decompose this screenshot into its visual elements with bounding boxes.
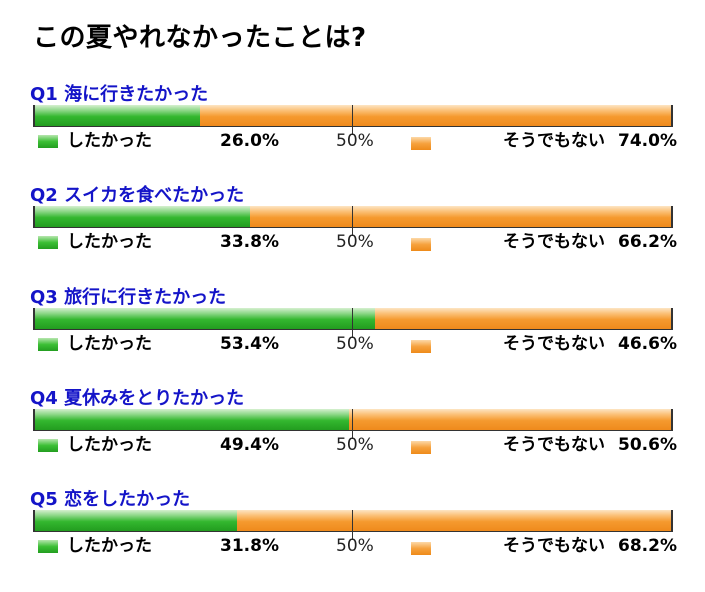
page-title: この夏やれなかったことは?	[33, 23, 367, 53]
legend-label-no: そうでもない	[503, 232, 605, 252]
stacked-bar	[33, 308, 673, 330]
midpoint-tick	[352, 510, 353, 540]
legend-label-yes: したかった	[67, 131, 152, 151]
midpoint-label: 50%	[336, 131, 374, 151]
stacked-bar	[33, 409, 673, 431]
legend-swatch-no	[411, 340, 431, 353]
bar-segment-yes	[35, 206, 250, 227]
stacked-bar	[33, 510, 673, 532]
value-label-yes: 49.4%	[220, 435, 279, 455]
legend-swatch-yes	[38, 135, 58, 148]
value-label-yes: 31.8%	[220, 536, 279, 556]
question-block: Q2 スイカを食べたかったしたかった 33.8% 50% そうでもない 66.2%	[0, 181, 705, 282]
bar-segment-yes	[35, 510, 237, 531]
midpoint-tick	[352, 308, 353, 338]
midpoint-tick	[352, 206, 353, 236]
legend-label-yes: したかった	[67, 435, 152, 455]
midpoint-label: 50%	[336, 435, 374, 455]
question-title: Q4 夏休みをとりたかった	[30, 388, 245, 409]
bar-segment-yes	[35, 308, 375, 329]
question-title: Q5 恋をしたかった	[30, 489, 191, 510]
bar-segment-no	[349, 409, 671, 430]
value-label-yes: 53.4%	[220, 334, 279, 354]
bar-segment-yes	[35, 409, 349, 430]
value-label-no: 66.2%	[618, 232, 677, 252]
question-block: Q3 旅行に行きたかったしたかった 53.4% 50% そうでもない 46.6%	[0, 283, 705, 384]
question-block: Q4 夏休みをとりたかったしたかった 49.4% 50% そうでもない 50.6%	[0, 384, 705, 485]
question-title: Q1 海に行きたかった	[30, 84, 209, 105]
bar-segment-no	[375, 308, 671, 329]
legend-label-no: そうでもない	[503, 536, 605, 556]
value-label-yes: 26.0%	[220, 131, 279, 151]
legend-swatch-no	[411, 238, 431, 251]
value-label-no: 68.2%	[618, 536, 677, 556]
bar-segment-no	[237, 510, 671, 531]
stacked-bar	[33, 206, 673, 228]
legend-label-no: そうでもない	[503, 131, 605, 151]
legend-label-yes: したかった	[67, 536, 152, 556]
question-block: Q1 海に行きたかったしたかった 26.0% 50% そうでもない 74.0%	[0, 80, 705, 181]
legend-swatch-yes	[38, 236, 58, 249]
legend-swatch-no	[411, 441, 431, 454]
legend-swatch-yes	[38, 540, 58, 553]
value-label-no: 50.6%	[618, 435, 677, 455]
bar-segment-no	[200, 105, 671, 126]
value-label-no: 46.6%	[618, 334, 677, 354]
legend-swatch-no	[411, 542, 431, 555]
legend-label-yes: したかった	[67, 232, 152, 252]
legend-label-yes: したかった	[67, 334, 152, 354]
midpoint-label: 50%	[336, 232, 374, 252]
legend-swatch-yes	[38, 439, 58, 452]
midpoint-tick	[352, 409, 353, 439]
legend-label-no: そうでもない	[503, 334, 605, 354]
bar-segment-yes	[35, 105, 200, 126]
legend-label-no: そうでもない	[503, 435, 605, 455]
value-label-yes: 33.8%	[220, 232, 279, 252]
midpoint-tick	[352, 105, 353, 135]
legend-swatch-no	[411, 137, 431, 150]
midpoint-label: 50%	[336, 536, 374, 556]
bar-segment-no	[250, 206, 671, 227]
stacked-bar	[33, 105, 673, 127]
question-title: Q3 旅行に行きたかった	[30, 287, 227, 308]
value-label-no: 74.0%	[618, 131, 677, 151]
midpoint-label: 50%	[336, 334, 374, 354]
question-block: Q5 恋をしたかった したかった 31.8% 50% そうでもない 68.2%	[0, 485, 705, 586]
question-title: Q2 スイカを食べたかった	[30, 185, 245, 206]
legend-swatch-yes	[38, 338, 58, 351]
